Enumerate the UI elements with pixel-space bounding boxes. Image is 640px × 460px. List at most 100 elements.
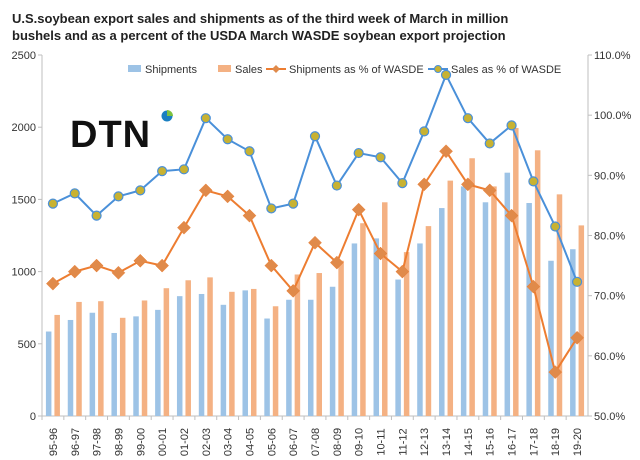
bar-sales (316, 273, 322, 416)
x-tick-label: 03-04 (223, 428, 235, 456)
x-tick-label: 16-17 (507, 428, 519, 456)
point-shipments-as-of-wasde (89, 258, 104, 273)
x-tick-label: 98-99 (113, 428, 125, 456)
point-sales-as-of-wasde (571, 276, 583, 287)
line-sales-as-of-wasde (52, 72, 579, 283)
bar-shipments (548, 260, 554, 416)
point-sales-as-of-wasde (222, 134, 233, 145)
point-sales-as-of-wasde (375, 152, 386, 163)
point-sales-as-of-wasde (69, 188, 80, 199)
point-shipments-as-of-wasde (198, 183, 213, 198)
point-sales-as-of-wasde (157, 166, 168, 177)
point-shipments-as-of-wasde (548, 365, 563, 379)
bar-sales (578, 225, 585, 416)
point-shipments-as-of-wasde (417, 177, 432, 192)
point-shipments-as-of-wasde (308, 235, 322, 250)
bar-sales (98, 301, 104, 416)
bar-sales (54, 314, 60, 416)
point-sales-as-of-wasde (47, 198, 59, 209)
x-tick-label: 15-16 (485, 428, 497, 456)
y-left-tick-label: 500 (18, 339, 36, 351)
dtn-logo: DTN (70, 110, 173, 156)
x-tick-label: 12-13 (419, 428, 431, 456)
point-shipments-as-of-wasde (395, 264, 410, 279)
y-left-tick-label: 1500 (12, 194, 36, 206)
point-sales-as-of-wasde (484, 138, 495, 149)
chart-title: U.S.soybean export sales and shipments a… (12, 10, 612, 44)
bar-sales (338, 260, 344, 416)
y-right-tick-label: 110.0% (594, 50, 631, 62)
bar-sales (469, 158, 475, 416)
bar-shipments (504, 172, 511, 416)
y-right-tick-label: 90.0% (594, 170, 625, 182)
point-shipments-as-of-wasde (46, 276, 60, 291)
point-sales-as-of-wasde (288, 198, 299, 209)
bar-shipments (133, 316, 139, 416)
dtn-logo-dot-accent-icon (167, 110, 173, 116)
point-shipments-as-of-wasde (67, 264, 82, 279)
x-tick-label: 08-09 (332, 428, 344, 456)
x-tick-label: 97-98 (92, 428, 104, 456)
legend-label: Sales as % of WASDE (451, 64, 561, 76)
point-sales-as-of-wasde (397, 178, 408, 189)
bar-sales (185, 280, 191, 416)
bar-sales (360, 223, 366, 416)
bar-shipments (351, 243, 358, 416)
x-tick-label: 95-96 (48, 428, 60, 456)
y-right-tick-label: 70.0% (594, 291, 625, 303)
x-tick-label: 04-05 (244, 428, 256, 456)
point-shipments-as-of-wasde (329, 255, 344, 270)
point-shipments-as-of-wasde (351, 202, 366, 217)
bar-shipments (482, 202, 489, 416)
legend-label: Shipments (145, 64, 197, 76)
x-tick-label: 18-19 (550, 428, 562, 456)
y-right-tick-label: 60.0% (594, 351, 625, 363)
legend-swatch-marker (272, 65, 280, 73)
point-shipments-as-of-wasde (504, 208, 519, 223)
bar-sales (229, 291, 235, 416)
x-tick-label: 01-02 (179, 428, 191, 456)
bar-shipments (395, 279, 401, 416)
x-tick-label: 99-00 (135, 428, 147, 456)
bar-sales (250, 288, 257, 416)
point-shipments-as-of-wasde (461, 177, 475, 192)
bar-sales (534, 150, 541, 416)
bar-sales (76, 301, 82, 416)
y-left-tick-label: 2000 (12, 122, 36, 134)
bar-shipments (329, 286, 336, 416)
bar-sales (556, 194, 563, 416)
bar-sales (403, 252, 410, 416)
x-tick-label: 09-10 (354, 428, 366, 456)
point-sales-as-of-wasde (135, 185, 146, 196)
point-shipments-as-of-wasde (155, 258, 169, 273)
point-sales-as-of-wasde (528, 176, 539, 187)
x-tick-label: 02-03 (201, 428, 213, 456)
point-sales-as-of-wasde (91, 210, 102, 221)
point-sales-as-of-wasde (550, 221, 561, 232)
x-tick-label: 00-01 (157, 428, 169, 456)
bar-shipments (242, 290, 248, 416)
chart-title-line-1: U.S.soybean export sales and shipments a… (12, 11, 509, 26)
point-shipments-as-of-wasde (242, 208, 257, 223)
y-left-tick-label: 0 (30, 411, 36, 423)
bar-sales (163, 288, 170, 416)
legend-swatch-marker (434, 65, 442, 73)
bar-shipments (460, 186, 467, 416)
bar-shipments (439, 208, 445, 416)
point-shipments-as-of-wasde (220, 189, 235, 204)
legend-label: Shipments as % of WASDE (289, 64, 424, 76)
line-shipments-as-of-wasde (52, 149, 578, 375)
point-sales-as-of-wasde (440, 69, 452, 80)
bar-shipments (198, 293, 205, 416)
bar-shipments (286, 299, 292, 416)
point-shipments-as-of-wasde (264, 258, 279, 273)
bar-shipments (67, 319, 74, 416)
chart-title-line-2: bushels and as a percent of the USDA Mar… (12, 28, 506, 43)
point-sales-as-of-wasde (244, 146, 255, 157)
x-tick-label: 13-14 (441, 428, 453, 456)
legend-swatch-bar (128, 65, 141, 72)
bar-shipments (220, 304, 227, 416)
point-shipments-as-of-wasde (526, 279, 541, 294)
